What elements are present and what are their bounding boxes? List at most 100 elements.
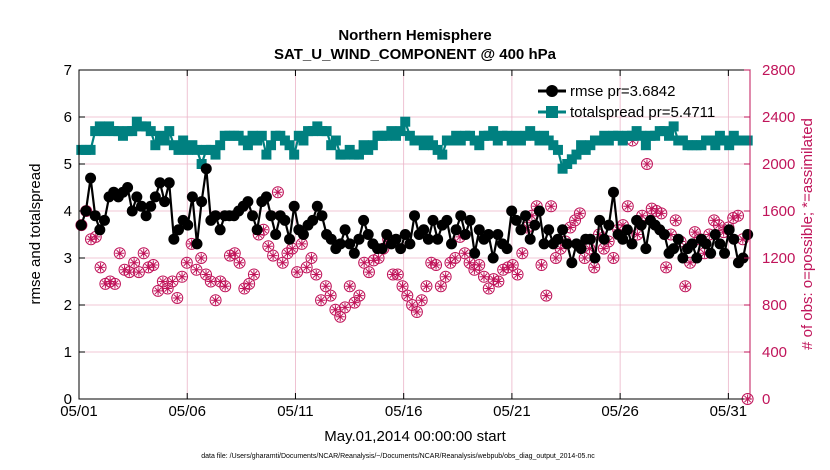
obs-assimilated-marker [350, 298, 360, 308]
legend-totalspread-marker [546, 106, 558, 118]
obs-assimilated-marker [556, 244, 566, 254]
obs-assimilated-marker [671, 215, 681, 225]
obs-possible-marker [444, 256, 457, 269]
obs-assimilated-marker [100, 279, 110, 289]
x-tick-label: 05/06 [168, 403, 206, 420]
rmse-point [196, 196, 208, 208]
rmse-point [149, 191, 161, 203]
rmse-point [501, 243, 513, 255]
obs-assimilated-marker [259, 225, 269, 235]
obs-possible-marker [319, 280, 332, 293]
obs-assimilated-marker [412, 307, 422, 317]
y-left-tick-label: 3 [64, 250, 72, 267]
obs-assimilated-marker [517, 248, 527, 258]
obs-assimilated-marker [215, 277, 225, 286]
chart-title-line1: Northern Hemisphere [338, 27, 491, 44]
obs-possible-marker [262, 240, 275, 253]
rmse-point [270, 229, 282, 240]
rmse-point [311, 200, 323, 212]
totalspread-point [215, 140, 226, 151]
y-right-tick-label: 1200 [762, 250, 795, 267]
rmse-point [487, 252, 499, 264]
obs-assimilated-marker [546, 201, 556, 211]
obs-assimilated-marker [652, 206, 662, 216]
right-y-axis: 0 400 800 1200 1600 2000 2400 2800 [744, 62, 795, 408]
obs-possible-marker [430, 259, 443, 272]
rmse-point [172, 224, 184, 236]
totalspread-point [210, 149, 221, 160]
rmse-point [686, 238, 698, 250]
rmse-point [742, 229, 754, 240]
obs-assimilated-marker [177, 272, 187, 282]
rmse-point [182, 219, 194, 231]
obs-possible-marker [655, 207, 668, 220]
obs-possible-marker [540, 289, 553, 302]
obs-assimilated-marker [460, 248, 470, 258]
obs-assimilated-marker [493, 277, 503, 286]
obs-possible-marker [310, 268, 323, 281]
rmse-point [140, 210, 152, 222]
obs-possible-marker [516, 247, 529, 260]
totalspread-point [488, 126, 499, 137]
obs-assimilated-marker [714, 220, 724, 230]
rmse-point [635, 219, 647, 231]
totalspread-point [127, 126, 138, 137]
obs-assimilated-marker [91, 232, 101, 242]
obs-assimilated-marker [96, 262, 106, 272]
obs-possible-marker [482, 282, 495, 295]
obs-possible-marker [334, 310, 347, 323]
obs-assimilated-marker [441, 272, 451, 282]
legend-totalspread-label: totalspread pr=5.4711 [570, 104, 715, 121]
x-tick-label: 05/11 [277, 403, 313, 420]
obs-possible-marker [281, 247, 294, 260]
rmse-point [251, 224, 263, 236]
y-right-tick-label: 800 [762, 297, 787, 314]
obs-assimilated-marker [398, 281, 408, 291]
obs-assimilated-marker [340, 302, 350, 312]
obs-assimilated-marker [302, 262, 312, 272]
rmse-point [284, 233, 296, 245]
rmse-point [492, 229, 504, 240]
obs-assimilated-marker [489, 274, 499, 284]
rmse-point [362, 229, 374, 240]
obs-assimilated-marker [455, 232, 465, 242]
obs-possible-marker [415, 294, 428, 307]
rmse-point [543, 224, 555, 236]
obs-possible-marker [219, 280, 232, 293]
obs-possible-marker [535, 259, 548, 272]
totalspread-point [261, 149, 272, 160]
obs-possible-marker [152, 284, 165, 297]
rmse-point [640, 243, 652, 255]
obs-assimilated-marker [124, 267, 134, 277]
obs-possible-marker [420, 280, 433, 293]
legend-rmse-label: rmse pr=3.6842 [570, 83, 675, 100]
obs-assimilated-marker [148, 260, 158, 270]
rmse-point [348, 247, 360, 259]
obs-assimilated-marker [158, 277, 168, 286]
rmse-point [334, 238, 346, 250]
obs-assimilated-marker [584, 244, 594, 254]
totalspread-point [159, 135, 170, 146]
obs-possible-marker [300, 261, 313, 274]
y-left-tick-label: 5 [64, 156, 72, 173]
obs-possible-marker [247, 268, 260, 281]
rmse-point [131, 191, 143, 203]
totalspread-point [571, 149, 582, 160]
obs-assimilated-marker [120, 265, 130, 275]
obs-possible-marker [545, 200, 558, 213]
obs-possible-marker [233, 256, 246, 269]
rmse-point [469, 247, 481, 259]
obs-possible-marker [128, 256, 141, 269]
obs-assimilated-marker [172, 293, 182, 303]
obs-assimilated-marker [465, 258, 475, 268]
obs-assimilated-marker [431, 260, 441, 270]
totalspread-point [85, 144, 96, 155]
obs-assimilated-marker [666, 230, 676, 239]
obs-assimilated-marker [479, 272, 489, 282]
rmse-point [145, 200, 157, 212]
obs-assimilated-marker [374, 253, 384, 263]
obs-assimilated-marker [235, 258, 245, 268]
obs-possible-marker [324, 289, 337, 302]
obs-possible-marker [449, 252, 462, 264]
obs-assimilated-marker [589, 262, 599, 272]
